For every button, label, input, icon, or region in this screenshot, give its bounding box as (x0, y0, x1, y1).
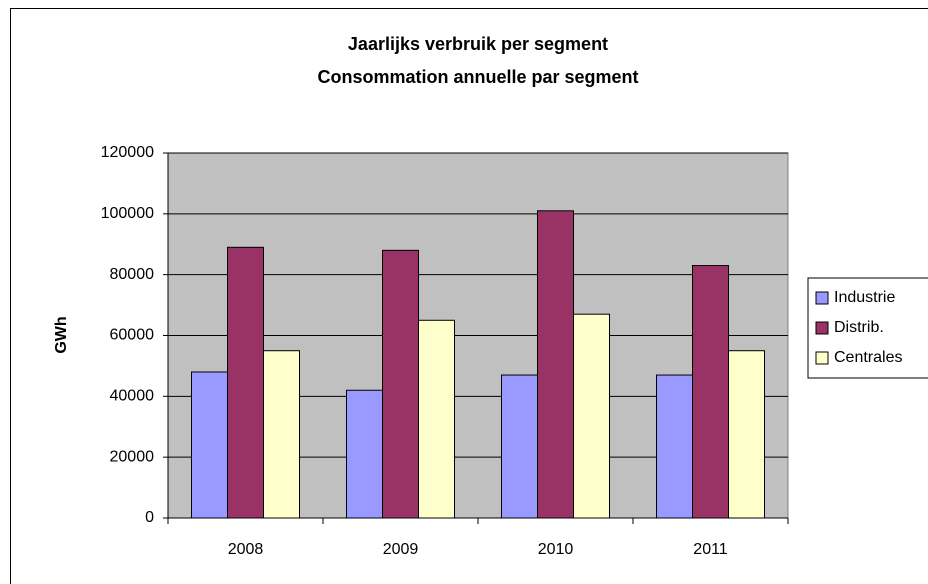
legend-swatch (815, 291, 829, 305)
legend-swatch (815, 351, 829, 365)
x-tick-label: 2008 (228, 541, 264, 558)
y-tick-label: 80000 (110, 266, 155, 283)
bar (382, 249, 419, 519)
bar (728, 350, 765, 519)
chart-title: Jaarlijks verbruik per segment (348, 34, 608, 54)
bar (692, 265, 729, 519)
bar (573, 313, 610, 519)
bar (537, 210, 574, 519)
bar (191, 371, 228, 519)
chart-subtitle: Consommation annuelle par segment (317, 67, 638, 87)
x-tick-label: 2010 (538, 541, 574, 558)
y-tick-label: 100000 (101, 205, 154, 222)
bar (263, 350, 300, 519)
legend-label: Industrie (834, 289, 895, 306)
x-tick-label: 2009 (383, 541, 419, 558)
y-tick-label: 60000 (110, 327, 155, 344)
x-tick-label: 2011 (693, 541, 728, 558)
legend-label: Distrib. (834, 319, 884, 336)
y-tick-label: 120000 (101, 144, 154, 161)
bar (227, 246, 264, 519)
y-tick-label: 40000 (110, 388, 155, 405)
y-tick-label: 20000 (110, 448, 155, 465)
bar (656, 374, 693, 519)
bar (418, 319, 455, 519)
legend-label: Centrales (834, 349, 902, 366)
legend-swatch (815, 321, 829, 335)
bar (346, 389, 383, 519)
bar (501, 374, 538, 519)
y-axis-label: GWh (53, 316, 70, 353)
y-tick-label: 0 (145, 509, 154, 526)
